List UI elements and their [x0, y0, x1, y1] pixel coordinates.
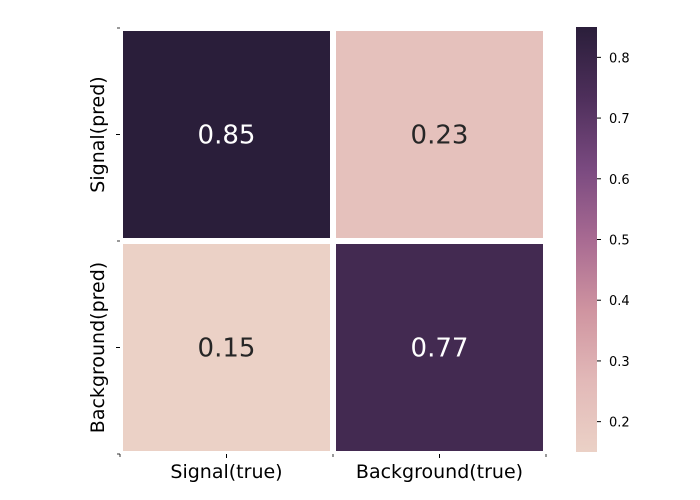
y-tick-label: Background(pred) [87, 262, 109, 433]
cell-value-label-0-1: 0.23 [411, 121, 469, 151]
colorbar-tick-label: 0.5 [609, 234, 630, 249]
y-axis: Signal(pred) Background(pred) [87, 27, 120, 455]
x-tick-label: Background(true) [356, 461, 523, 483]
cell-value-label-1-0: 0.15 [198, 334, 256, 364]
cell-value-label-1-1: 0.77 [411, 334, 469, 364]
colorbar-tick-label: 0.6 [609, 173, 630, 188]
heatmap-cell-1-0 [123, 244, 330, 451]
colorbar-tick-label: 0.3 [609, 355, 630, 370]
y-tick-label: Signal(pred) [87, 76, 109, 192]
cell-value-label-0-0: 0.85 [198, 121, 256, 151]
colorbar-tick-label: 0.2 [609, 416, 630, 431]
heatmap-cell-0-0 [123, 31, 330, 238]
colorbar-tick-label: 0.4 [609, 294, 630, 309]
x-tick-label: Signal(true) [170, 461, 282, 483]
heatmap-cell-0-1 [336, 31, 543, 238]
heatmap-cell-1-1 [336, 244, 543, 451]
colorbar-tick-label: 0.7 [609, 112, 630, 127]
x-axis: Signal(true) Background(true) [119, 454, 547, 483]
colorbar: 0.2 0.3 0.4 0.5 0.6 0.7 0.8 [576, 27, 630, 452]
heatmap-grid: 0.85 0.23 0.15 0.77 [123, 31, 543, 451]
colorbar-ticks: 0.2 0.3 0.4 0.5 0.6 0.7 0.8 [597, 51, 630, 431]
colorbar-tick-label: 0.8 [609, 51, 630, 66]
colorbar-scale [576, 27, 597, 452]
